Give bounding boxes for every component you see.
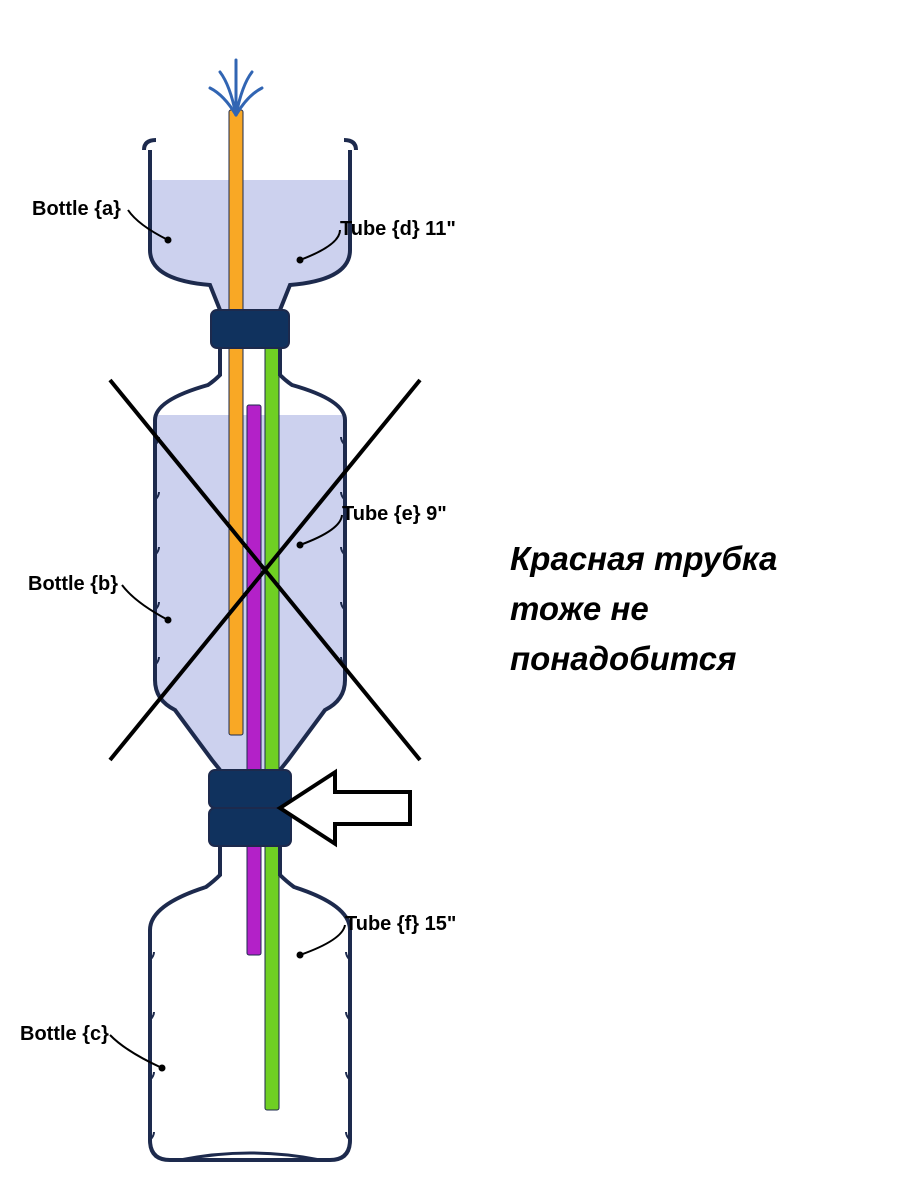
bottle-c-rib: [150, 1012, 350, 1020]
pointer-arrow: [280, 772, 410, 844]
bottle-a-water: [150, 180, 350, 310]
label-tube-f: Tube {f} 15": [345, 913, 456, 935]
label-tube-d: Tube {d} 11": [340, 218, 456, 240]
annotation-line-1: Красная трубка: [510, 540, 777, 577]
annotation-line-2: тоже не: [510, 590, 649, 627]
bottle-a-leader-dot: [165, 237, 172, 244]
tube-d: [229, 110, 243, 735]
bottle-c-rib: [150, 1072, 350, 1080]
tube-d-leader-dot: [297, 257, 304, 264]
diagram-svg: Bottle {a} Bottle {b} Bottle {c} Tube {d} 1…: [0, 0, 917, 1200]
bottle-a-rim: [144, 140, 356, 150]
bottle-b-leader-dot: [165, 617, 172, 624]
cap-bc-bottom: [209, 808, 291, 846]
bottle-c-outline-left: [150, 846, 250, 1160]
tube-f: [265, 340, 279, 1110]
label-bottle-a: Bottle {a}: [32, 198, 121, 220]
tube-f-leader: [300, 925, 345, 955]
cap-ab: [211, 310, 289, 348]
label-bottle-c: Bottle {c}: [20, 1023, 109, 1045]
bottle-c-leader: [110, 1035, 162, 1068]
tube-e-leader-dot: [297, 542, 304, 549]
fountain-icon: [210, 60, 262, 115]
tube-f-leader-dot: [297, 952, 304, 959]
bottle-c-leader-dot: [159, 1065, 166, 1072]
bottle-c-rib: [150, 1132, 350, 1140]
label-bottle-b: Bottle {b}: [28, 573, 118, 595]
cap-bc-top: [209, 770, 291, 808]
annotation-line-3: понадобится: [510, 640, 736, 677]
tube-e: [247, 405, 261, 955]
label-tube-e: Tube {e} 9": [342, 503, 447, 525]
